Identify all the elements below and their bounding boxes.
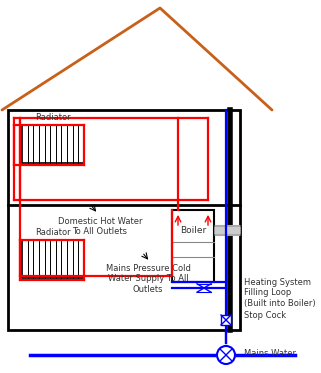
Bar (22, 240, 84, 278)
Bar (221, 315, 231, 325)
Circle shape (217, 346, 235, 364)
Text: Mains Pressure Cold
Water Supply To All
Outlets: Mains Pressure Cold Water Supply To All … (106, 264, 190, 294)
Text: Domestic Hot Water
To All Outlets: Domestic Hot Water To All Outlets (58, 217, 142, 236)
Text: Heating System
Filling Loop
(Built into Boiler): Heating System Filling Loop (Built into … (244, 278, 316, 308)
Bar (172, 210, 214, 282)
Bar (8, 110, 240, 330)
Text: Radiator: Radiator (35, 228, 71, 237)
Text: Mains Water: Mains Water (244, 348, 296, 357)
Text: Stop Cock: Stop Cock (244, 310, 286, 320)
Bar (22, 125, 84, 163)
Text: Boiler: Boiler (180, 226, 206, 235)
Text: Radiator: Radiator (35, 113, 71, 122)
